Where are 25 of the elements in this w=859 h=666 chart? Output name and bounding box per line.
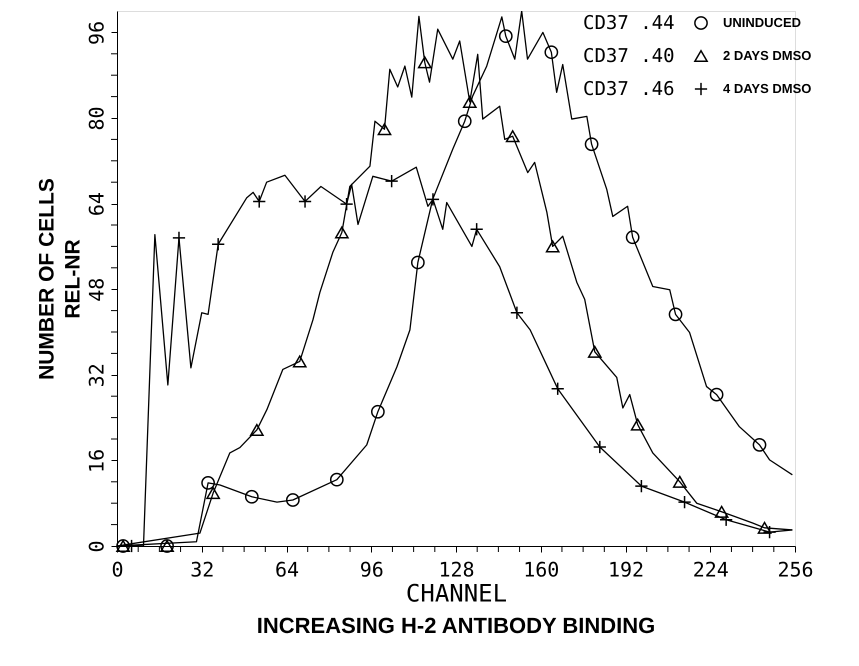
x-axis-title: CHANNEL [406, 580, 508, 608]
y-tick-label: 96 [84, 20, 108, 45]
y-tick-label: 32 [84, 363, 108, 388]
legend-label: CD37 .44 [583, 12, 675, 34]
y-tick-label: 64 [84, 192, 108, 216]
annotation: 2 DAYS DMSO [723, 48, 812, 63]
legend-label: CD37 .40 [583, 45, 675, 67]
legend-label: CD37 .46 [583, 78, 675, 100]
x-tick-label: 160 [523, 558, 560, 582]
x-tick-label: 192 [608, 558, 644, 582]
x-tick-label: 32 [190, 558, 214, 582]
x-tick-label: 128 [438, 558, 475, 582]
y-tick-label: 16 [84, 448, 108, 473]
y-tick-label: 0 [84, 540, 108, 553]
x-tick-label: 96 [360, 558, 384, 582]
annotation: 4 DAYS DMSO [723, 81, 812, 96]
x-tick-label: 64 [274, 558, 300, 582]
x-tick-label: 0 [111, 558, 124, 582]
y-tick-label: 48 [84, 278, 108, 302]
x-tick-label: 256 [777, 558, 814, 582]
x-tick-label: 224 [692, 558, 729, 582]
y-tick-label: 80 [84, 106, 108, 131]
text: INCREASING H-2 ANTIBODY BINDING [256, 613, 656, 638]
y-axis-title: NUMBER OF CELLS REL-NR [36, 178, 84, 380]
annotation: UNINDUCED [723, 15, 801, 30]
